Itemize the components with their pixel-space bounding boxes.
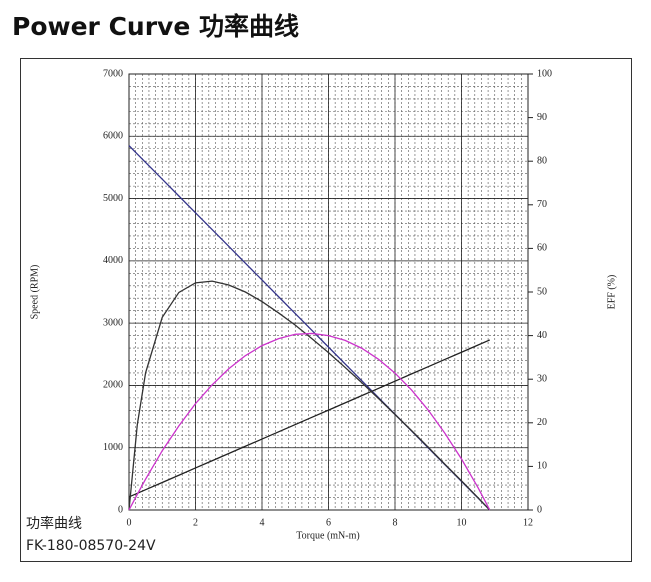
y2-tick-label: 80 xyxy=(537,155,547,166)
plot-border xyxy=(128,73,529,511)
x-tick-label: 10 xyxy=(457,517,467,528)
series-line xyxy=(128,332,491,511)
y2-tick-label: 30 xyxy=(537,373,547,384)
x-tick-label: 0 xyxy=(127,517,132,528)
annotation: 功率曲线 xyxy=(26,515,82,532)
x-tick-label: 12 xyxy=(523,517,533,528)
y-tick-label: 2000 xyxy=(103,380,123,391)
y2-tick-label: 60 xyxy=(537,243,547,254)
x-axis-label: Torque (mN-m) xyxy=(296,530,359,541)
y2-tick-label: 0 xyxy=(537,504,542,515)
x-tick-label: 8 xyxy=(393,517,398,528)
y2-tick-label: 50 xyxy=(537,286,547,297)
y-tick-label: 4000 xyxy=(103,255,123,266)
x-tick-label: 4 xyxy=(260,517,265,528)
y2-tick-label: 20 xyxy=(537,417,547,428)
annotation: FK-180-08570-24V xyxy=(26,538,156,554)
y2-tick-label: 100 xyxy=(537,68,552,79)
y-axis-label: Speed (RPM) xyxy=(29,265,40,320)
y2-tick-label: 40 xyxy=(537,330,547,341)
x-tick-label: 6 xyxy=(326,517,331,528)
y-tick-label: 0 xyxy=(118,504,123,515)
series-line xyxy=(128,280,491,511)
chart-title: Power Curve 功率曲线 xyxy=(12,12,299,41)
y-tick-label: 1000 xyxy=(103,442,123,453)
y-tick-label: 6000 xyxy=(103,131,123,142)
y2-axis-label: EFF (%) xyxy=(606,275,617,310)
y-tick-label: 7000 xyxy=(103,68,123,79)
y2-tick-label: 10 xyxy=(537,461,547,472)
y2-tick-label: 70 xyxy=(537,199,547,210)
y-tick-label: 5000 xyxy=(103,193,123,204)
y2-tick-label: 90 xyxy=(537,112,547,123)
x-tick-label: 2 xyxy=(193,517,198,528)
frame xyxy=(20,58,632,562)
y-tick-label: 3000 xyxy=(103,317,123,328)
series-line xyxy=(128,339,491,498)
